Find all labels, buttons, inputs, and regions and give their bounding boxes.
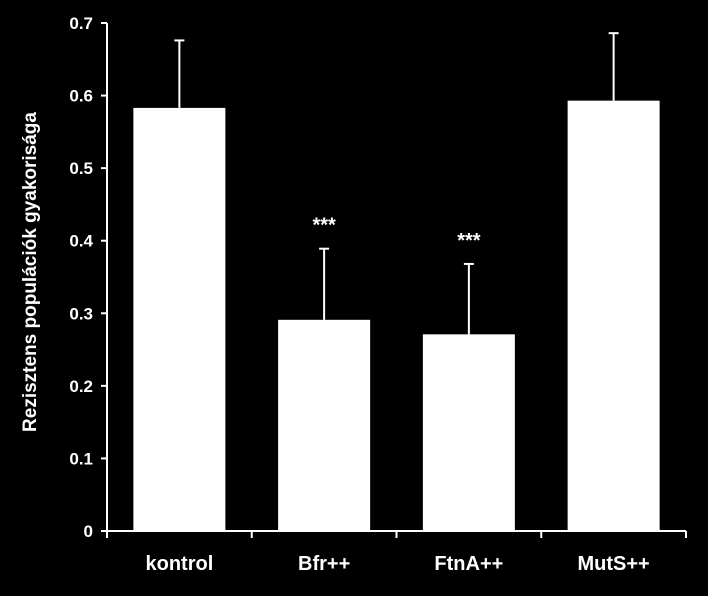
bars-group (133, 100, 660, 531)
y-tick-label: 0.6 (69, 87, 93, 106)
y-axis-label: Rezisztens populációk gyakorisága (20, 112, 41, 432)
bar-bfr (278, 319, 371, 531)
y-tick-label: 0.1 (69, 449, 93, 468)
x-axis-labels: kontrol Bfr++ FtnA++ MutS++ (145, 553, 649, 575)
x-category-label: MutS++ (578, 553, 650, 575)
significance-annotation: *** (312, 215, 336, 237)
bar-ftna (422, 334, 515, 531)
bar-muts (567, 100, 660, 531)
bar-kontrol (133, 107, 226, 531)
significance-annotation: *** (457, 230, 481, 252)
x-category-label: Bfr++ (298, 553, 350, 575)
y-tick-label: 0.7 (69, 14, 93, 33)
annotations-group: *** *** (312, 215, 480, 252)
x-category-label: kontrol (145, 553, 213, 575)
y-tick-label: 0.2 (69, 377, 93, 396)
y-axis-ticks: 0 0.1 0.2 0.3 0.4 0.5 0.6 0.7 (69, 14, 107, 541)
x-category-label: FtnA++ (434, 553, 503, 575)
y-tick-label: 0.5 (69, 159, 93, 178)
error-bars-group (174, 32, 619, 335)
y-tick-label: 0.4 (69, 232, 93, 251)
x-axis-ticks (106, 531, 687, 538)
y-tick-label: 0.3 (69, 304, 93, 323)
y-tick-label: 0 (84, 522, 93, 541)
